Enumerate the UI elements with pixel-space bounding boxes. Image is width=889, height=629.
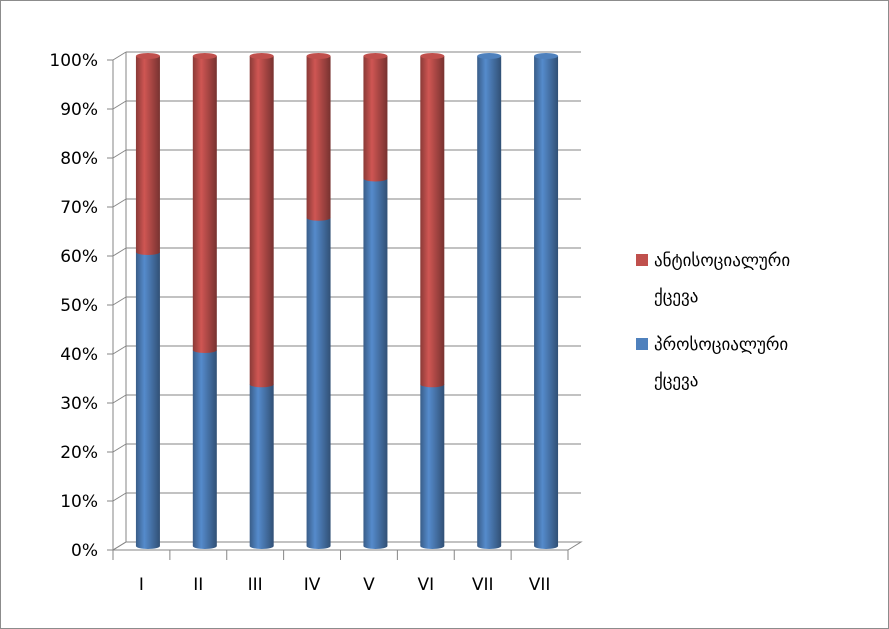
legend-label: პროსოციალური — [654, 335, 788, 355]
bar-segment — [363, 56, 388, 182]
y-tick-label: 40% — [60, 345, 98, 365]
y-tick-label: 70% — [60, 198, 98, 218]
x-tick-label: IV — [304, 575, 321, 595]
bar-segment — [135, 252, 160, 549]
x-tick-label: I — [139, 575, 144, 595]
legend-swatch — [636, 338, 648, 350]
gridline-depth — [112, 198, 127, 208]
bar-segment — [192, 350, 217, 549]
bar-cap — [420, 53, 445, 59]
bar-segment — [363, 178, 388, 549]
gridline-depth — [112, 51, 127, 61]
gridline-depth — [112, 394, 127, 404]
gridline-depth — [112, 247, 127, 257]
x-tick-label: III — [248, 575, 263, 595]
y-tick-label: 30% — [60, 394, 98, 414]
gridline-depth — [112, 149, 127, 159]
bar-segment — [192, 56, 217, 353]
bar-segment — [420, 56, 445, 388]
y-tick-label: 10% — [60, 492, 98, 512]
x-tick-label: VI — [417, 575, 434, 595]
bar-segment — [420, 384, 445, 549]
legend-label: ანტისოციალური — [654, 251, 790, 271]
legend-label-line2: ქცევა — [654, 287, 698, 307]
bar-cap — [363, 53, 388, 59]
y-tick-label: 100% — [49, 51, 98, 71]
y-tick-label: 90% — [60, 100, 98, 120]
floor — [111, 541, 583, 551]
bar-segment — [534, 56, 559, 549]
x-tick-label: VII — [472, 575, 494, 595]
y-tick-label: 0% — [71, 541, 98, 561]
y-tick-label: 60% — [60, 247, 98, 267]
bar-cap — [477, 53, 502, 59]
bar-cap — [192, 53, 217, 59]
bar-segment — [477, 56, 502, 549]
bar-segment — [249, 56, 274, 388]
x-tick-label: II — [193, 575, 203, 595]
gridlines — [112, 51, 581, 551]
gridline-depth — [112, 443, 127, 453]
legend-label-line2: ქცევა — [654, 371, 698, 391]
y-tick-label: 50% — [60, 296, 98, 316]
bar-cap — [135, 53, 160, 59]
x-tick-label: V — [363, 575, 375, 595]
bar-cap — [534, 53, 559, 59]
gridline-depth — [112, 345, 127, 355]
legend-swatch — [636, 254, 648, 266]
bar-segment — [135, 56, 160, 255]
gridline-depth — [112, 100, 127, 110]
y-tick-label: 80% — [60, 149, 98, 169]
bar-segment — [249, 384, 274, 549]
bar-segment — [306, 217, 331, 549]
x-tick-label: VII — [529, 575, 551, 595]
bar-cap — [249, 53, 274, 59]
axes — [107, 52, 583, 560]
y-tick-label: 20% — [60, 443, 98, 463]
bar-cap — [306, 53, 331, 59]
gridline-depth — [112, 492, 127, 502]
bar-segment — [306, 56, 331, 221]
gridline-depth — [112, 296, 127, 306]
